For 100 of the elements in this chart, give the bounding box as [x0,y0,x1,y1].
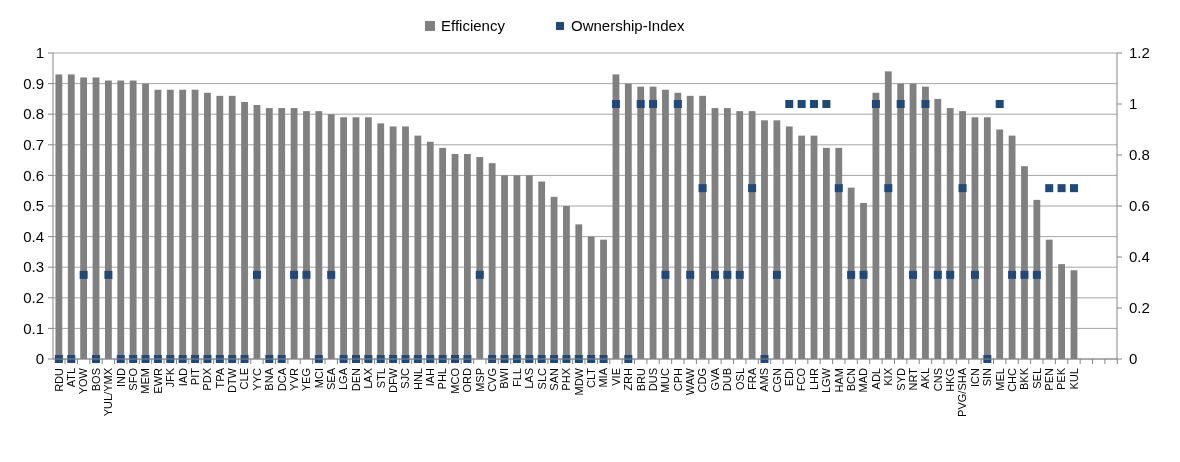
x-tick-label: DUB [721,368,734,392]
x-tick-label: LGA [337,367,350,391]
x-tick-label: ORD [461,367,474,393]
x-tick-label: PHX [560,367,573,391]
x-tick-label: DEN [349,367,362,392]
x-tick-label: WAW [684,367,697,396]
x-tick-label: LGW [820,367,833,394]
x-tick-label: RDU [52,367,65,392]
x-tick-label: SYD [894,367,907,391]
x-tick-label: BNA [263,367,276,391]
x-tick-label: PHL [436,368,449,390]
x-tick-label: DCA [275,367,288,392]
x-tick-label: MAD [857,367,870,393]
x-tick-label: IAD [176,367,189,387]
y-tick-label: 0 [35,350,44,368]
x-tick-label: VIE [609,368,622,386]
x-tick-label: STL [374,368,387,389]
y-tick-label: 0.7 [23,136,44,154]
x-tick-label: DUS [646,368,659,392]
x-tick-label: YVR [287,367,300,391]
x-tick-label: KIX [882,367,895,386]
x-tick-label: CNS [931,368,944,392]
y-tick-label: 0.6 [23,166,44,184]
x-tick-label: MEL [993,368,1006,391]
x-tick-label: CDG [696,368,709,393]
x-tick-label: FLL [510,368,523,387]
x-tick-label: TPA [213,367,226,389]
y-tick-label: 0.8 [23,105,44,123]
x-tick-label: MCI [312,368,325,389]
x-tick-label: AMS [758,368,771,392]
x-tick-label: BOS [89,368,102,392]
x-tick-label: YEG [300,368,313,392]
x-tick-label: SLC [535,367,548,390]
x-tick-label: BRU [634,367,647,392]
x-tick-label: IAH [424,367,437,387]
x-tick-label: MUC [659,367,672,394]
y2-tick-label: 1 [1129,95,1138,113]
x-tick-label: CPH [671,367,684,392]
x-tick-label: EWR [151,367,164,394]
x-tick-label: CLE [238,368,251,390]
legend-label: Ownership-Index [571,17,685,35]
x-tick-label: CHC [1005,367,1018,392]
y2-tick-label: 0.4 [1129,248,1150,266]
x-tick-label: CVG [486,368,499,392]
y-tick-label: 0.4 [23,227,44,245]
x-tick-label: ICN [968,367,981,387]
x-tick-label: BKK [1018,367,1031,391]
x-tick-label: MCO [448,367,461,394]
x-tick-label: SEL [1030,368,1043,389]
x-tick-label: MEM [139,368,152,394]
x-tick-label: DTW [226,367,239,394]
x-tick-label: MDW [572,367,585,396]
x-tick-label: ATL [65,368,78,388]
x-tick-label: NRT [906,367,919,391]
x-tick-label: PDX [201,367,214,391]
x-tick-label: HKG [944,368,957,392]
x-tick-label: FRA [745,367,758,390]
y-tick-label: 0.3 [23,258,44,276]
x-tick-label: HAM [832,368,845,393]
x-tick-label: MIA [597,367,610,388]
y-tick-label: 0.9 [23,74,44,92]
y-tick-label: 1 [35,44,44,62]
x-tick-label: PEK [1055,367,1068,391]
x-tick-label: YUL/YMX [102,367,115,417]
x-tick-label: JFK [164,367,177,388]
y2-tick-label: 0.8 [1129,146,1150,164]
y2-tick-label: 1.2 [1129,44,1150,62]
x-tick-label: AKL [919,368,932,389]
x-tick-label: GVA [708,367,721,391]
y-tick-label: 0.2 [23,289,44,307]
x-tick-label: LHR [807,367,820,391]
y2-tick-label: 0 [1129,350,1138,368]
x-tick-label: ADL [869,368,882,390]
x-tick-label: SIN [981,367,994,387]
x-tick-label: CGN [770,367,783,393]
x-tick-label: PVG/SHA [956,367,969,417]
x-tick-label: CLT [585,367,598,388]
x-tick-label: BCN [845,367,857,392]
x-tick-label: SJC [399,367,412,389]
x-tick-label: SAN [547,367,560,391]
x-tick-label: KUL [1067,368,1080,390]
y2-tick-label: 0.2 [1129,299,1150,317]
x-tick-label: LAX [362,367,375,389]
x-tick-label: BWI [498,368,511,389]
x-tick-label: MSP [473,368,486,392]
legend-label: Efficiency [441,17,506,35]
x-tick-label: YYC [250,367,263,391]
x-tick-label: FCO [795,367,808,392]
x-tick-label: SFO [127,367,140,391]
y-tick-label: 0.1 [23,319,44,337]
y2-tick-label: 0.6 [1129,197,1150,215]
x-tick-label: HNL [411,368,424,391]
x-tick-label: IND [114,367,127,387]
x-tick-label: LAS [523,368,536,389]
x-tick-label: OSL [733,368,746,391]
x-tick-label: YOW [77,367,90,395]
x-tick-label: PEN [1043,367,1056,391]
x-tick-label: PIT [188,367,201,386]
x-tick-label: SEA [325,367,338,391]
x-tick-label: ZRH [622,367,635,391]
